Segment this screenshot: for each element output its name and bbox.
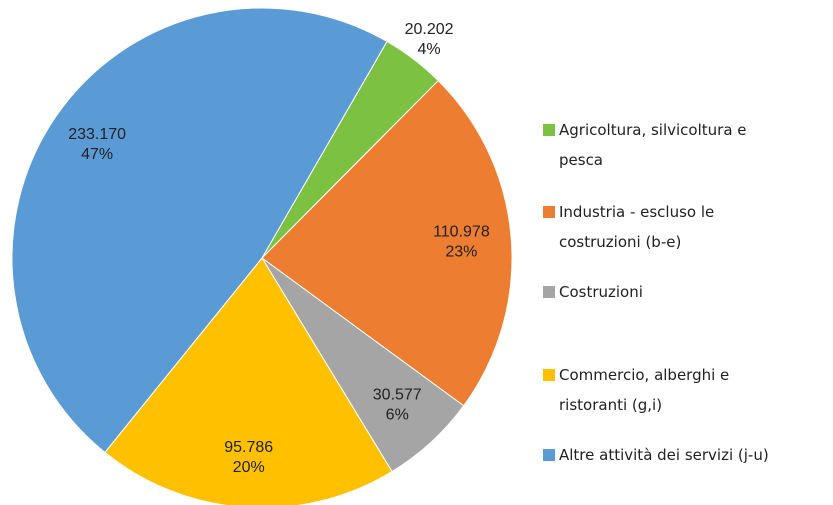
- percent-label: 20%: [233, 459, 265, 476]
- pie-slice: [261, 79, 513, 407]
- legend-item: Altre attività dei servizi (j-u): [543, 440, 833, 470]
- legend-swatch: [543, 449, 555, 461]
- legend: Agricoltura, silvicoltura e pesca Industr…: [543, 0, 833, 505]
- value-label: 20.202: [405, 21, 454, 38]
- legend-label: Costruzioni: [559, 283, 643, 301]
- pie-slice: [104, 257, 393, 505]
- legend-item: Commercio, alberghi e ristoranti (g,i): [543, 360, 774, 420]
- legend-swatch: [543, 206, 555, 218]
- percent-label: 4%: [418, 41, 441, 58]
- legend-swatch: [543, 124, 555, 136]
- legend-label: Altre attività dei servizi (j-u): [559, 446, 769, 464]
- legend-item: Costruzioni: [543, 277, 774, 307]
- legend-swatch: [543, 286, 555, 298]
- legend-item: Agricoltura, silvicoltura e pesca: [543, 115, 774, 175]
- value-label: 110.978: [433, 224, 490, 241]
- percent-label: 6%: [386, 407, 409, 424]
- legend-label: Industria - escluso le costruzioni (b-e): [559, 203, 715, 251]
- legend-item: Industria - escluso le costruzioni (b-e): [543, 197, 774, 257]
- percent-label: 47%: [81, 146, 113, 163]
- value-label: 233.170: [68, 126, 126, 143]
- value-label: 30.577: [373, 387, 422, 404]
- pie-slice: [11, 7, 388, 454]
- value-label: 95.786: [224, 439, 273, 456]
- legend-label: Commercio, alberghi e ristoranti (g,i): [559, 366, 730, 414]
- percent-label: 23%: [445, 244, 477, 261]
- legend-label: Agricoltura, silvicoltura e pesca: [559, 121, 747, 169]
- legend-swatch: [543, 369, 555, 381]
